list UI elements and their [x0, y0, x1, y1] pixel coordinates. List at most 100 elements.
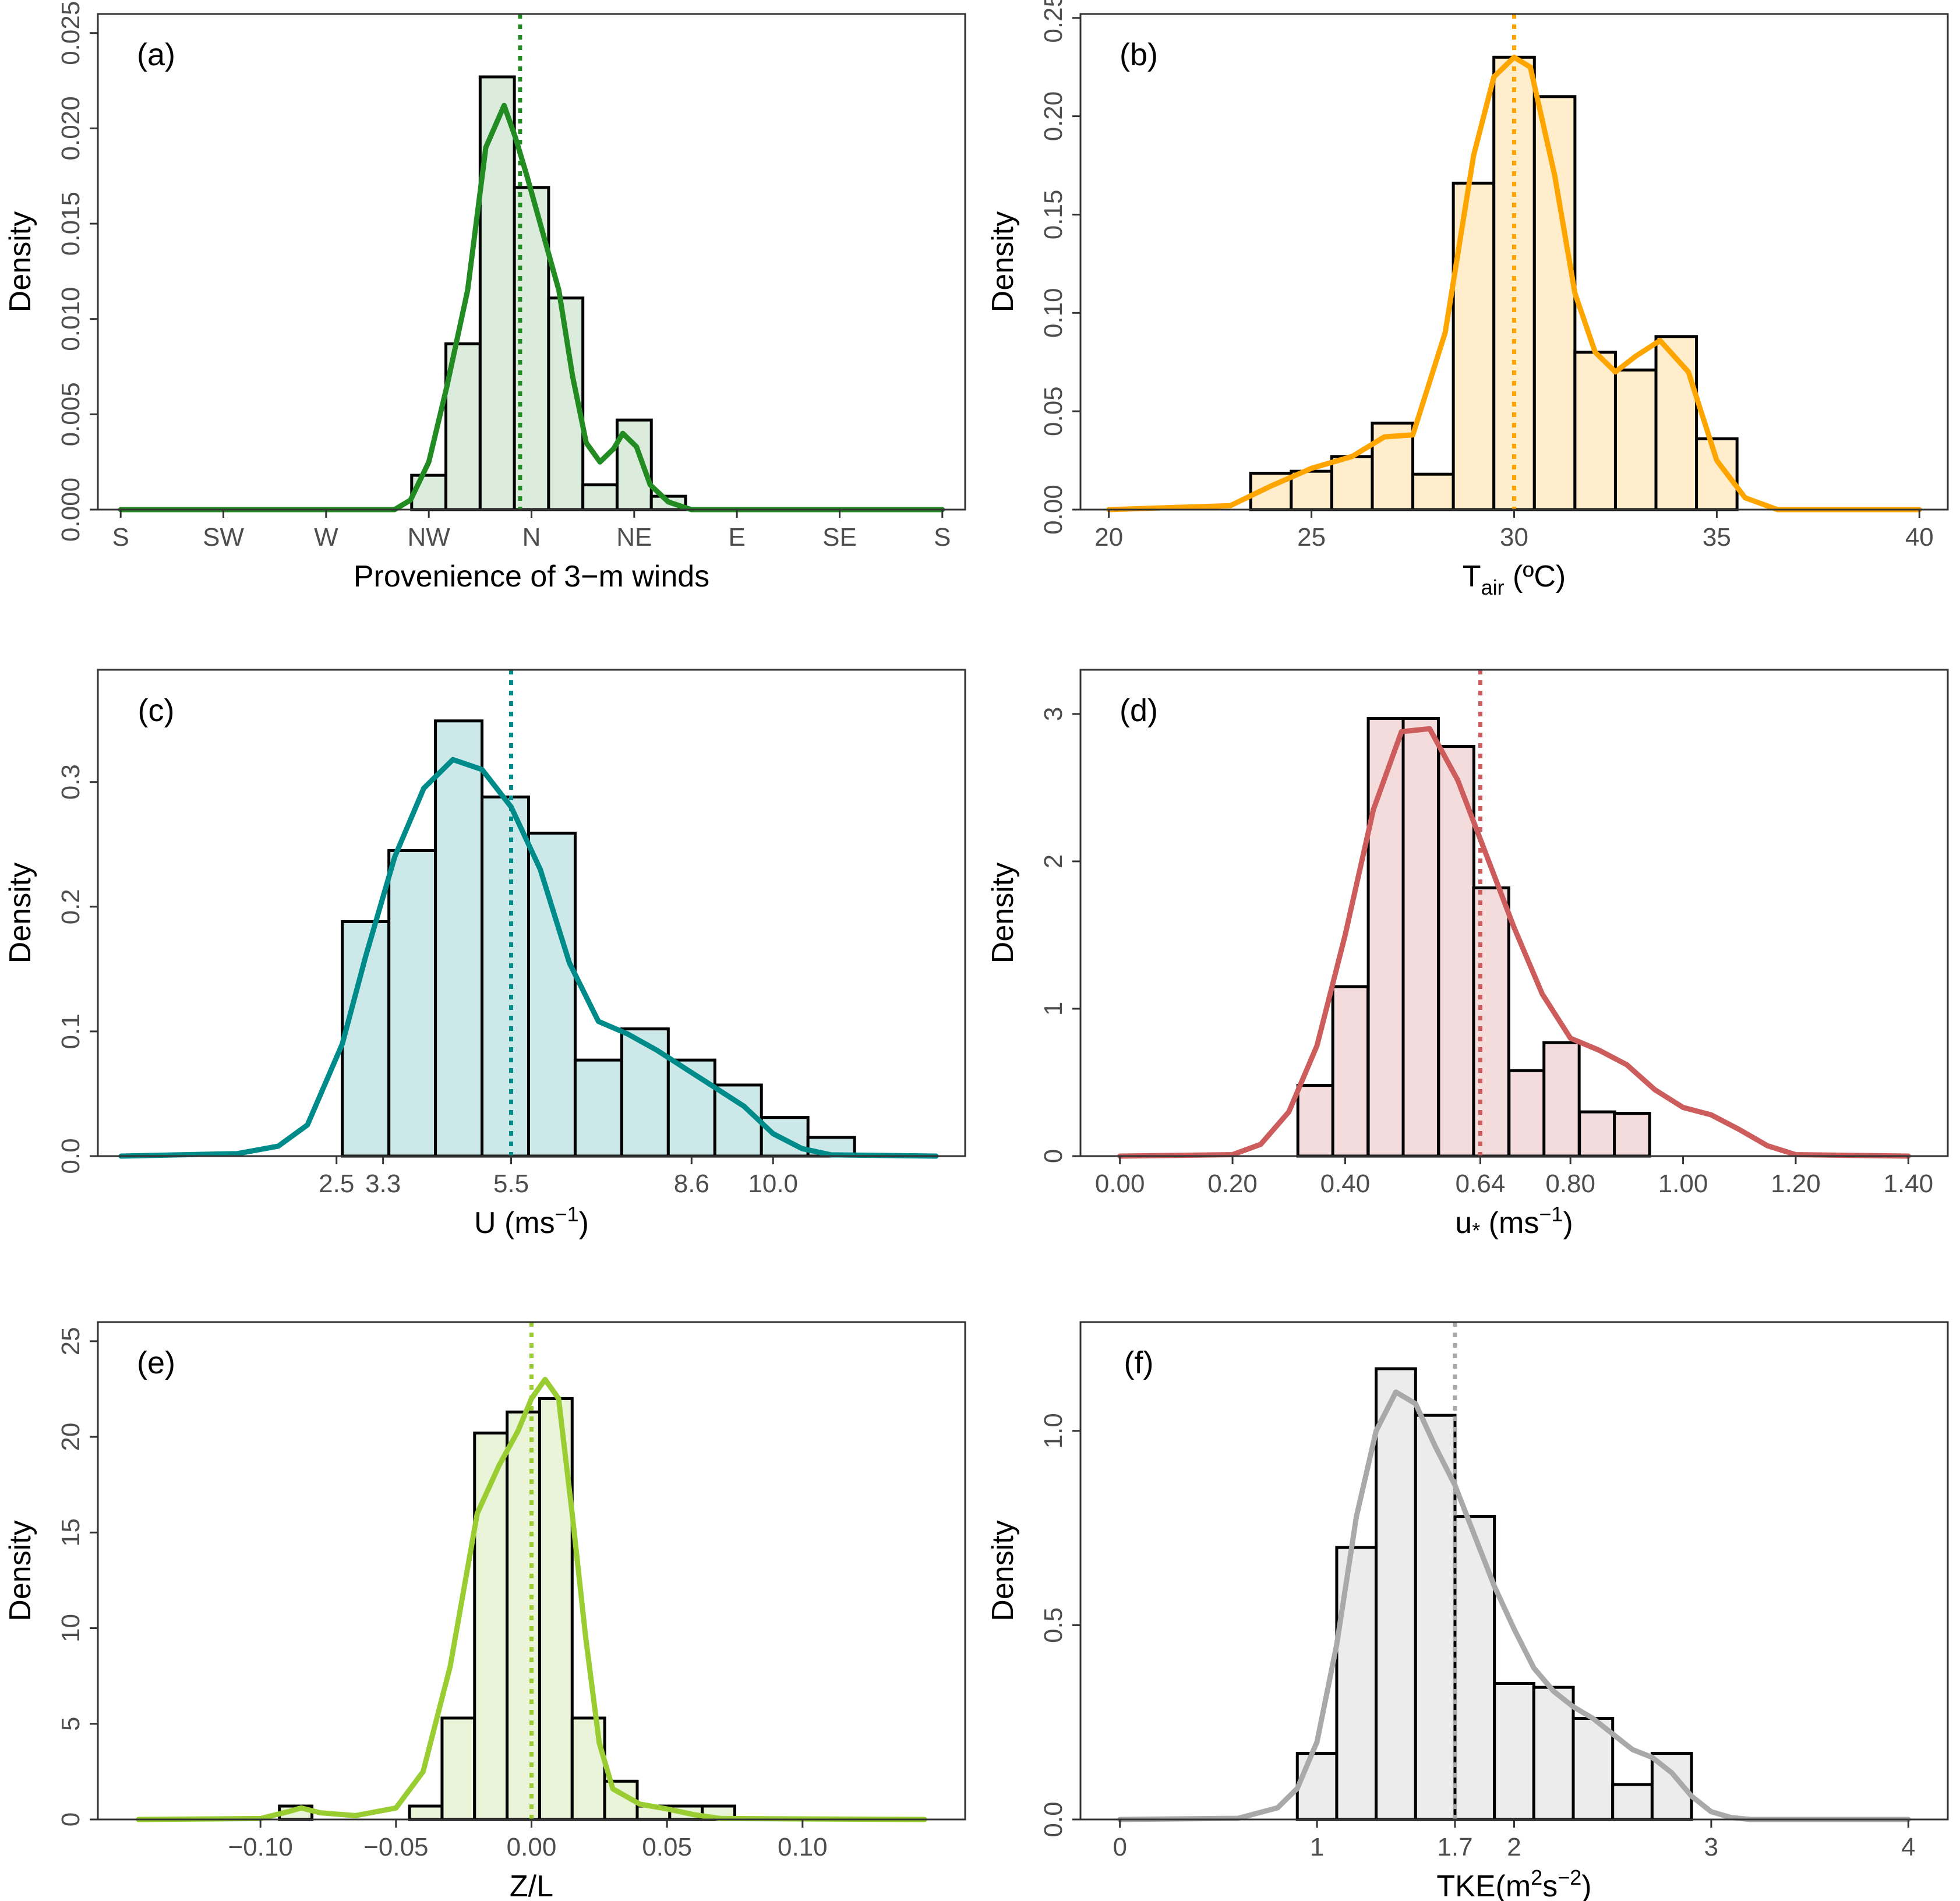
y-tick-label: 10: [56, 1614, 85, 1642]
histogram-bar: [581, 483, 619, 511]
axis-title-part: −1: [1539, 1202, 1563, 1226]
x-tick-label: 5.5: [493, 1169, 529, 1198]
histogram-bar: [1571, 1717, 1615, 1821]
x-tick-label: 1: [1310, 1833, 1324, 1861]
y-tick-label: 0: [1039, 1149, 1068, 1163]
x-tick-label: N: [522, 523, 541, 552]
y-tick-label: 5: [56, 1717, 85, 1731]
x-tick-label: 8.6: [674, 1169, 709, 1198]
y-tick-label: 0.5: [1039, 1607, 1068, 1643]
x-tick-label: 0.10: [778, 1833, 828, 1861]
axis-title-part: Z/L: [510, 1870, 553, 1901]
histogram-bar: [1532, 95, 1577, 511]
y-axis-title: Density: [986, 1520, 1020, 1621]
x-tick-label: 1.7: [1437, 1833, 1472, 1861]
y-tick-label: 2: [1039, 854, 1068, 868]
panel-e: −0.10 −0.05 0.00 0.05 0.10 0 5 10 15 20 25 Density Z…: [3, 1321, 966, 1901]
y-tick-label: 0.015: [56, 192, 85, 256]
axis-title-part: TKE(m: [1436, 1870, 1531, 1901]
axis-title-part: T: [1463, 560, 1481, 593]
y-tick-label: 0.020: [56, 96, 85, 160]
histogram-bar: [573, 1058, 623, 1158]
histogram-bar: [1492, 55, 1536, 511]
panel-d: 0.00 0.20 0.40 0.64 0.80 1.00 1.20 1.40 0 1 2 3 Dens…: [986, 669, 1949, 1242]
y-tick-label: 0.010: [56, 287, 85, 351]
histogram-bar: [666, 1058, 716, 1158]
panel-label: (e): [137, 1345, 175, 1380]
histogram-bar: [1472, 886, 1510, 1158]
y-axis-title: Density: [986, 211, 1020, 312]
axis-title-part: ): [1581, 1870, 1591, 1901]
histogram-bar: [481, 795, 531, 1158]
x-tick-label: 2: [1507, 1833, 1521, 1861]
x-tick-label: 0.64: [1456, 1169, 1506, 1198]
density-curve: [118, 757, 939, 1159]
histogram-bar: [1366, 717, 1405, 1158]
y-tick-label: 0.000: [56, 478, 85, 542]
x-tick-label: 0.00: [507, 1833, 557, 1861]
y-axis-title: Density: [3, 863, 37, 963]
density-curve: [136, 1377, 927, 1822]
axis-title-part: −2: [1558, 1865, 1581, 1889]
histogram-bar: [1411, 472, 1455, 511]
x-tick-label: SW: [203, 523, 244, 552]
histogram-bar: [1295, 1752, 1339, 1821]
x-tick-label: 10.0: [748, 1169, 798, 1198]
axis-title-part: −1: [555, 1202, 579, 1226]
x-tick-label: 1.00: [1658, 1169, 1708, 1198]
histogram-bar: [1296, 1084, 1335, 1158]
density-curve: [1117, 726, 1911, 1159]
histogram-bar: [1613, 368, 1658, 511]
y-tick-label: 0.20: [1039, 91, 1068, 142]
axis-title-part: ): [1563, 1206, 1573, 1240]
axis-title-part: Provenience of 3−m winds: [354, 560, 709, 593]
y-tick-label: 0: [56, 1812, 85, 1826]
x-tick-label: SE: [822, 523, 857, 552]
x-axis-title: U (ms−1): [474, 1202, 589, 1240]
x-tick-label: 40: [1905, 523, 1934, 552]
axis-title-part: (ºC): [1505, 560, 1566, 593]
histogram-bar: [1401, 717, 1440, 1158]
x-tick-label: 1.20: [1771, 1169, 1821, 1198]
y-tick-label: 0.1: [56, 1013, 85, 1049]
histogram-bar: [1654, 335, 1698, 511]
x-tick-label: −0.10: [228, 1833, 293, 1861]
plot-frame: [97, 669, 966, 1157]
x-axis-title: Tair (ºC): [1463, 560, 1566, 599]
x-axis-title: Z/L: [510, 1870, 553, 1901]
panel-label: (f): [1124, 1345, 1154, 1380]
histogram-bar: [478, 75, 516, 511]
panel-label: (c): [138, 693, 175, 728]
histogram-bar: [1375, 1367, 1417, 1821]
y-tick-label: 1.0: [1039, 1413, 1068, 1448]
y-tick-label: 0.15: [1039, 190, 1068, 240]
x-tick-label: 20: [1094, 523, 1123, 552]
x-tick-label: 25: [1297, 523, 1326, 552]
histogram-bar: [527, 831, 577, 1158]
y-tick-label: 0.2: [56, 889, 85, 924]
axis-title-part: air: [1481, 575, 1505, 599]
y-tick-label: 0.005: [56, 382, 85, 446]
y-tick-label: 0.00: [1039, 485, 1068, 535]
plot-frame: [1079, 669, 1949, 1157]
y-tick-label: 25: [56, 1327, 85, 1355]
y-tick-label: 0.10: [1039, 288, 1068, 338]
x-tick-label: −0.05: [363, 1833, 428, 1861]
axis-title-part: s: [1542, 1870, 1558, 1901]
x-tick-label: 1.40: [1883, 1169, 1933, 1198]
x-tick-label: 0: [1113, 1833, 1126, 1861]
y-tick-label: 20: [56, 1423, 85, 1451]
y-tick-label: 0.0: [56, 1138, 85, 1174]
histogram-bar: [620, 1027, 670, 1158]
axis-title-part: (ms: [1480, 1206, 1539, 1240]
histogram-bar: [1611, 1783, 1654, 1821]
histogram-bar: [408, 1804, 444, 1821]
panel-b: 20 25 30 35 40 0.00 0.05 0.10 0.15 0.20 0.25 Densit…: [986, 0, 1949, 599]
x-tick-label: 35: [1703, 523, 1731, 552]
histogram-bar: [1331, 985, 1370, 1158]
panel-label: (a): [137, 37, 175, 72]
x-tick-label: NW: [408, 523, 451, 552]
y-axis-title: Density: [3, 211, 37, 312]
